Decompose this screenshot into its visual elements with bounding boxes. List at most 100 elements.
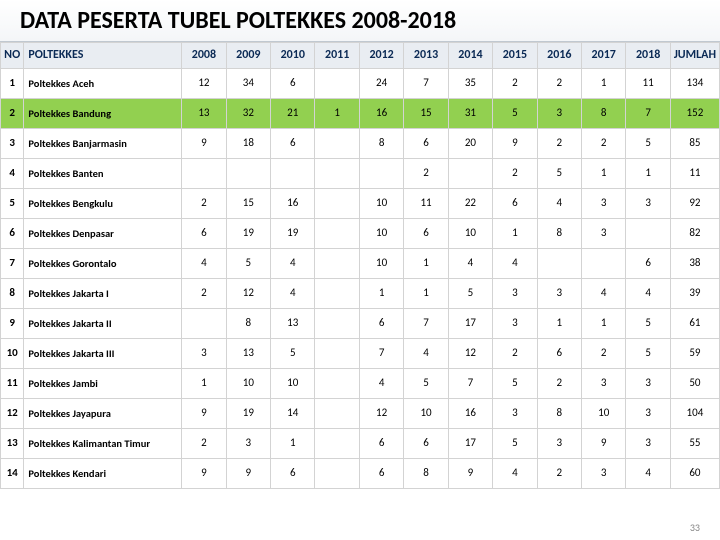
data-cell: 8	[359, 129, 403, 159]
data-cell: 1	[626, 159, 670, 189]
name-cell: Poltekkes Kendari	[24, 459, 182, 489]
table-header-cell: 2012	[359, 43, 403, 69]
table-header-cell: NO	[1, 43, 24, 69]
data-cell: 19	[226, 219, 270, 249]
data-cell: 10	[404, 399, 448, 429]
data-cell: 11	[626, 69, 670, 99]
table-row: 8Poltekkes Jakarta I2124115334439	[1, 279, 720, 309]
data-table: NOPOLTEKKES20082009201020112012201320142…	[0, 42, 720, 489]
data-cell: 2	[537, 369, 581, 399]
table-row: 14Poltekkes Kendari996689423460	[1, 459, 720, 489]
name-cell: Poltekkes Denpasar	[24, 219, 182, 249]
data-cell: 82	[670, 219, 719, 249]
data-cell: 6	[359, 459, 403, 489]
data-cell: 9	[448, 459, 492, 489]
data-cell: 12	[182, 69, 226, 99]
page-title: DATA PESERTA TUBEL POLTEKKES 2008-2018	[0, 0, 720, 42]
data-cell: 1	[582, 309, 626, 339]
no-cell: 7	[1, 249, 24, 279]
data-cell: 24	[359, 69, 403, 99]
data-cell: 2	[182, 279, 226, 309]
data-cell: 17	[448, 429, 492, 459]
data-cell: 134	[670, 69, 719, 99]
data-cell	[315, 189, 359, 219]
data-cell: 1	[182, 369, 226, 399]
data-cell: 10	[359, 219, 403, 249]
table-row: 2Poltekkes Bandung13322111615315387152	[1, 99, 720, 129]
table-header-cell: 2014	[448, 43, 492, 69]
data-cell: 19	[226, 399, 270, 429]
data-cell: 14	[271, 399, 315, 429]
no-cell: 12	[1, 399, 24, 429]
data-cell	[582, 249, 626, 279]
no-cell: 9	[1, 309, 24, 339]
data-cell: 60	[670, 459, 719, 489]
data-cell: 4	[582, 279, 626, 309]
data-cell: 8	[226, 309, 270, 339]
data-cell: 1	[582, 69, 626, 99]
data-cell: 19	[271, 219, 315, 249]
data-cell: 4	[448, 249, 492, 279]
data-cell: 2	[582, 339, 626, 369]
data-cell	[271, 159, 315, 189]
data-cell: 4	[182, 249, 226, 279]
data-cell: 17	[448, 309, 492, 339]
data-cell: 35	[448, 69, 492, 99]
data-cell	[626, 219, 670, 249]
data-cell	[315, 429, 359, 459]
name-cell: Poltekkes Jakarta II	[24, 309, 182, 339]
data-cell	[315, 129, 359, 159]
data-cell: 4	[626, 279, 670, 309]
data-cell: 1	[404, 279, 448, 309]
data-cell: 22	[448, 189, 492, 219]
name-cell: Poltekkes Kalimantan Timur	[24, 429, 182, 459]
data-cell: 6	[271, 69, 315, 99]
data-cell	[315, 249, 359, 279]
data-cell: 13	[226, 339, 270, 369]
table-header-cell: 2016	[537, 43, 581, 69]
data-cell: 1	[359, 279, 403, 309]
data-cell: 1	[493, 219, 537, 249]
data-cell: 2	[182, 429, 226, 459]
data-cell: 3	[626, 369, 670, 399]
data-cell: 10	[582, 399, 626, 429]
data-cell: 15	[404, 99, 448, 129]
data-cell	[315, 339, 359, 369]
data-cell: 3	[626, 429, 670, 459]
data-cell: 39	[670, 279, 719, 309]
data-cell: 2	[493, 159, 537, 189]
table-header-cell: 2008	[182, 43, 226, 69]
name-cell: Poltekkes Banjarmasin	[24, 129, 182, 159]
no-cell: 2	[1, 99, 24, 129]
data-cell: 16	[448, 399, 492, 429]
data-cell: 6	[404, 129, 448, 159]
data-cell: 152	[670, 99, 719, 129]
data-cell: 7	[404, 309, 448, 339]
data-cell: 9	[226, 459, 270, 489]
table-row: 1Poltekkes Aceh123462473522111134	[1, 69, 720, 99]
data-cell: 8	[537, 399, 581, 429]
data-cell: 3	[493, 279, 537, 309]
page-number: 33	[690, 521, 700, 534]
data-cell: 15	[226, 189, 270, 219]
table-row: 10Poltekkes Jakarta III31357412262559	[1, 339, 720, 369]
data-cell: 3	[582, 369, 626, 399]
data-cell: 6	[404, 219, 448, 249]
name-cell: Poltekkes Jakarta III	[24, 339, 182, 369]
data-cell	[315, 219, 359, 249]
data-cell: 2	[493, 69, 537, 99]
table-row: 12Poltekkes Jayapura9191412101638103104	[1, 399, 720, 429]
data-cell: 59	[670, 339, 719, 369]
data-cell: 7	[626, 99, 670, 129]
data-cell: 10	[226, 369, 270, 399]
table-header-cell: 2009	[226, 43, 270, 69]
data-cell: 5	[626, 129, 670, 159]
data-cell: 85	[670, 129, 719, 159]
data-cell: 6	[626, 249, 670, 279]
data-cell: 13	[182, 99, 226, 129]
data-cell: 3	[537, 429, 581, 459]
name-cell: Poltekkes Jakarta I	[24, 279, 182, 309]
table-header-row: NOPOLTEKKES20082009201020112012201320142…	[1, 43, 720, 69]
data-cell: 12	[359, 399, 403, 429]
data-cell: 34	[226, 69, 270, 99]
